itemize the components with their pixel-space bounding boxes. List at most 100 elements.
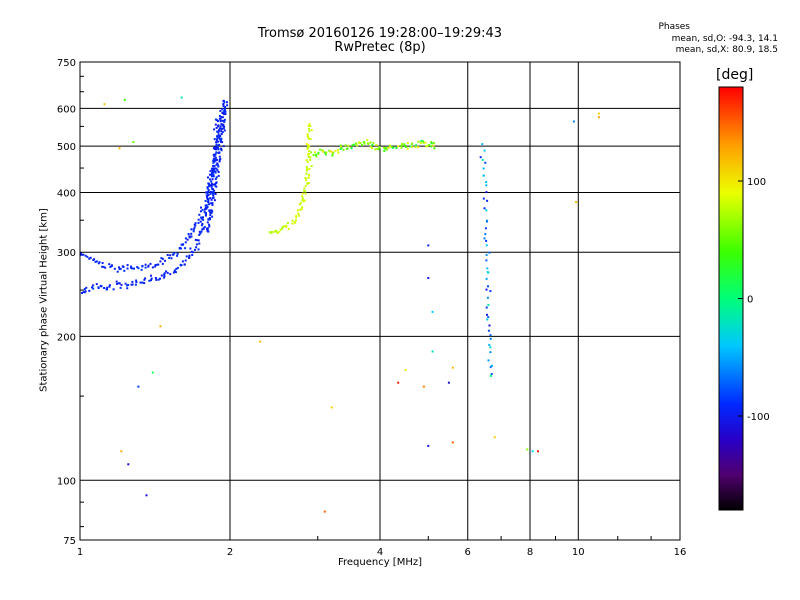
colorbar-tick-label: 100 xyxy=(747,177,766,188)
echo-point xyxy=(411,145,414,148)
echo-point xyxy=(220,127,223,130)
echo-point xyxy=(188,256,190,259)
echo-point xyxy=(163,275,166,278)
echo-point xyxy=(211,215,214,218)
echo-point xyxy=(197,221,200,224)
echo-point xyxy=(447,381,450,384)
echo-point xyxy=(305,159,308,162)
echo-point xyxy=(223,125,226,128)
echo-point xyxy=(331,154,334,157)
echo-point xyxy=(422,385,425,388)
echo-point xyxy=(174,271,177,274)
echo-point xyxy=(214,158,217,161)
echo-point xyxy=(169,273,172,276)
echo-point xyxy=(210,211,213,214)
echo-point xyxy=(110,264,113,267)
echo-point xyxy=(207,182,210,185)
echo-point xyxy=(485,253,488,256)
echo-point xyxy=(200,224,203,227)
echo-point xyxy=(377,148,380,151)
echo-point xyxy=(215,126,218,129)
echo-point xyxy=(176,254,179,257)
echo-point xyxy=(212,153,215,156)
x-tick-label: 8 xyxy=(527,547,533,558)
echo-point xyxy=(194,222,197,225)
echo-point xyxy=(130,266,132,269)
echo-point xyxy=(212,167,215,170)
echo-point xyxy=(322,150,324,153)
echo-point xyxy=(157,278,160,281)
echo-point xyxy=(173,269,176,272)
echo-point xyxy=(204,208,207,210)
echo-point xyxy=(405,146,408,148)
echo-point xyxy=(147,264,150,267)
echo-point xyxy=(190,235,193,238)
echo-point xyxy=(214,193,217,195)
echo-point xyxy=(479,156,482,159)
echo-point xyxy=(220,130,223,133)
echo-point xyxy=(414,145,417,148)
echo-point xyxy=(198,230,201,233)
echo-point xyxy=(213,128,216,131)
echo-point xyxy=(430,141,433,144)
echo-point xyxy=(195,243,198,246)
echo-point xyxy=(209,173,211,176)
echo-point xyxy=(211,169,214,172)
echo-point xyxy=(301,206,304,209)
echo-point xyxy=(84,254,87,257)
echo-point xyxy=(487,304,490,307)
echo-point xyxy=(223,118,226,121)
echo-point xyxy=(424,141,427,144)
phases-title: Phases xyxy=(658,22,690,32)
echo-point xyxy=(299,202,302,205)
echo-point xyxy=(224,113,227,115)
echo-point xyxy=(201,222,204,225)
echo-point xyxy=(306,168,309,170)
echo-point xyxy=(150,277,153,280)
echo-point xyxy=(354,142,357,145)
echo-point xyxy=(221,112,224,115)
echo-point xyxy=(366,142,369,145)
echo-point xyxy=(120,450,123,453)
echo-point xyxy=(310,151,312,154)
echo-point xyxy=(306,182,309,185)
echo-point xyxy=(309,159,312,161)
echo-point xyxy=(180,247,182,250)
echo-point xyxy=(306,160,309,163)
echo-point xyxy=(166,254,169,256)
echo-point xyxy=(207,203,210,206)
echo-point xyxy=(186,238,189,241)
echo-point xyxy=(208,223,211,226)
echo-point xyxy=(307,125,310,127)
echo-point xyxy=(526,448,529,451)
echo-point xyxy=(217,120,219,123)
echo-point xyxy=(101,262,104,264)
echo-point xyxy=(80,253,83,256)
echo-point xyxy=(395,147,398,149)
echo-point xyxy=(191,254,194,256)
echo-point xyxy=(126,287,129,290)
echo-point xyxy=(206,186,209,189)
echo-point xyxy=(126,264,129,267)
echo-point xyxy=(197,248,200,251)
y-tick-label: 400 xyxy=(57,188,76,199)
echo-point xyxy=(485,181,488,184)
echo-point xyxy=(192,230,195,233)
echo-point xyxy=(486,267,489,270)
echo-point xyxy=(307,155,310,158)
echo-point xyxy=(200,210,202,213)
echo-point xyxy=(212,161,215,164)
echo-point xyxy=(296,209,299,212)
echo-point xyxy=(303,189,306,192)
echo-point xyxy=(196,239,199,242)
echo-point xyxy=(222,110,225,113)
echo-point xyxy=(204,214,207,217)
echo-point xyxy=(211,203,214,206)
echo-point xyxy=(226,104,229,107)
echo-point xyxy=(160,274,163,277)
echo-point xyxy=(537,450,539,453)
echo-point xyxy=(108,285,111,288)
echo-point xyxy=(404,369,407,372)
echo-point xyxy=(301,197,304,200)
echo-point xyxy=(222,145,225,148)
